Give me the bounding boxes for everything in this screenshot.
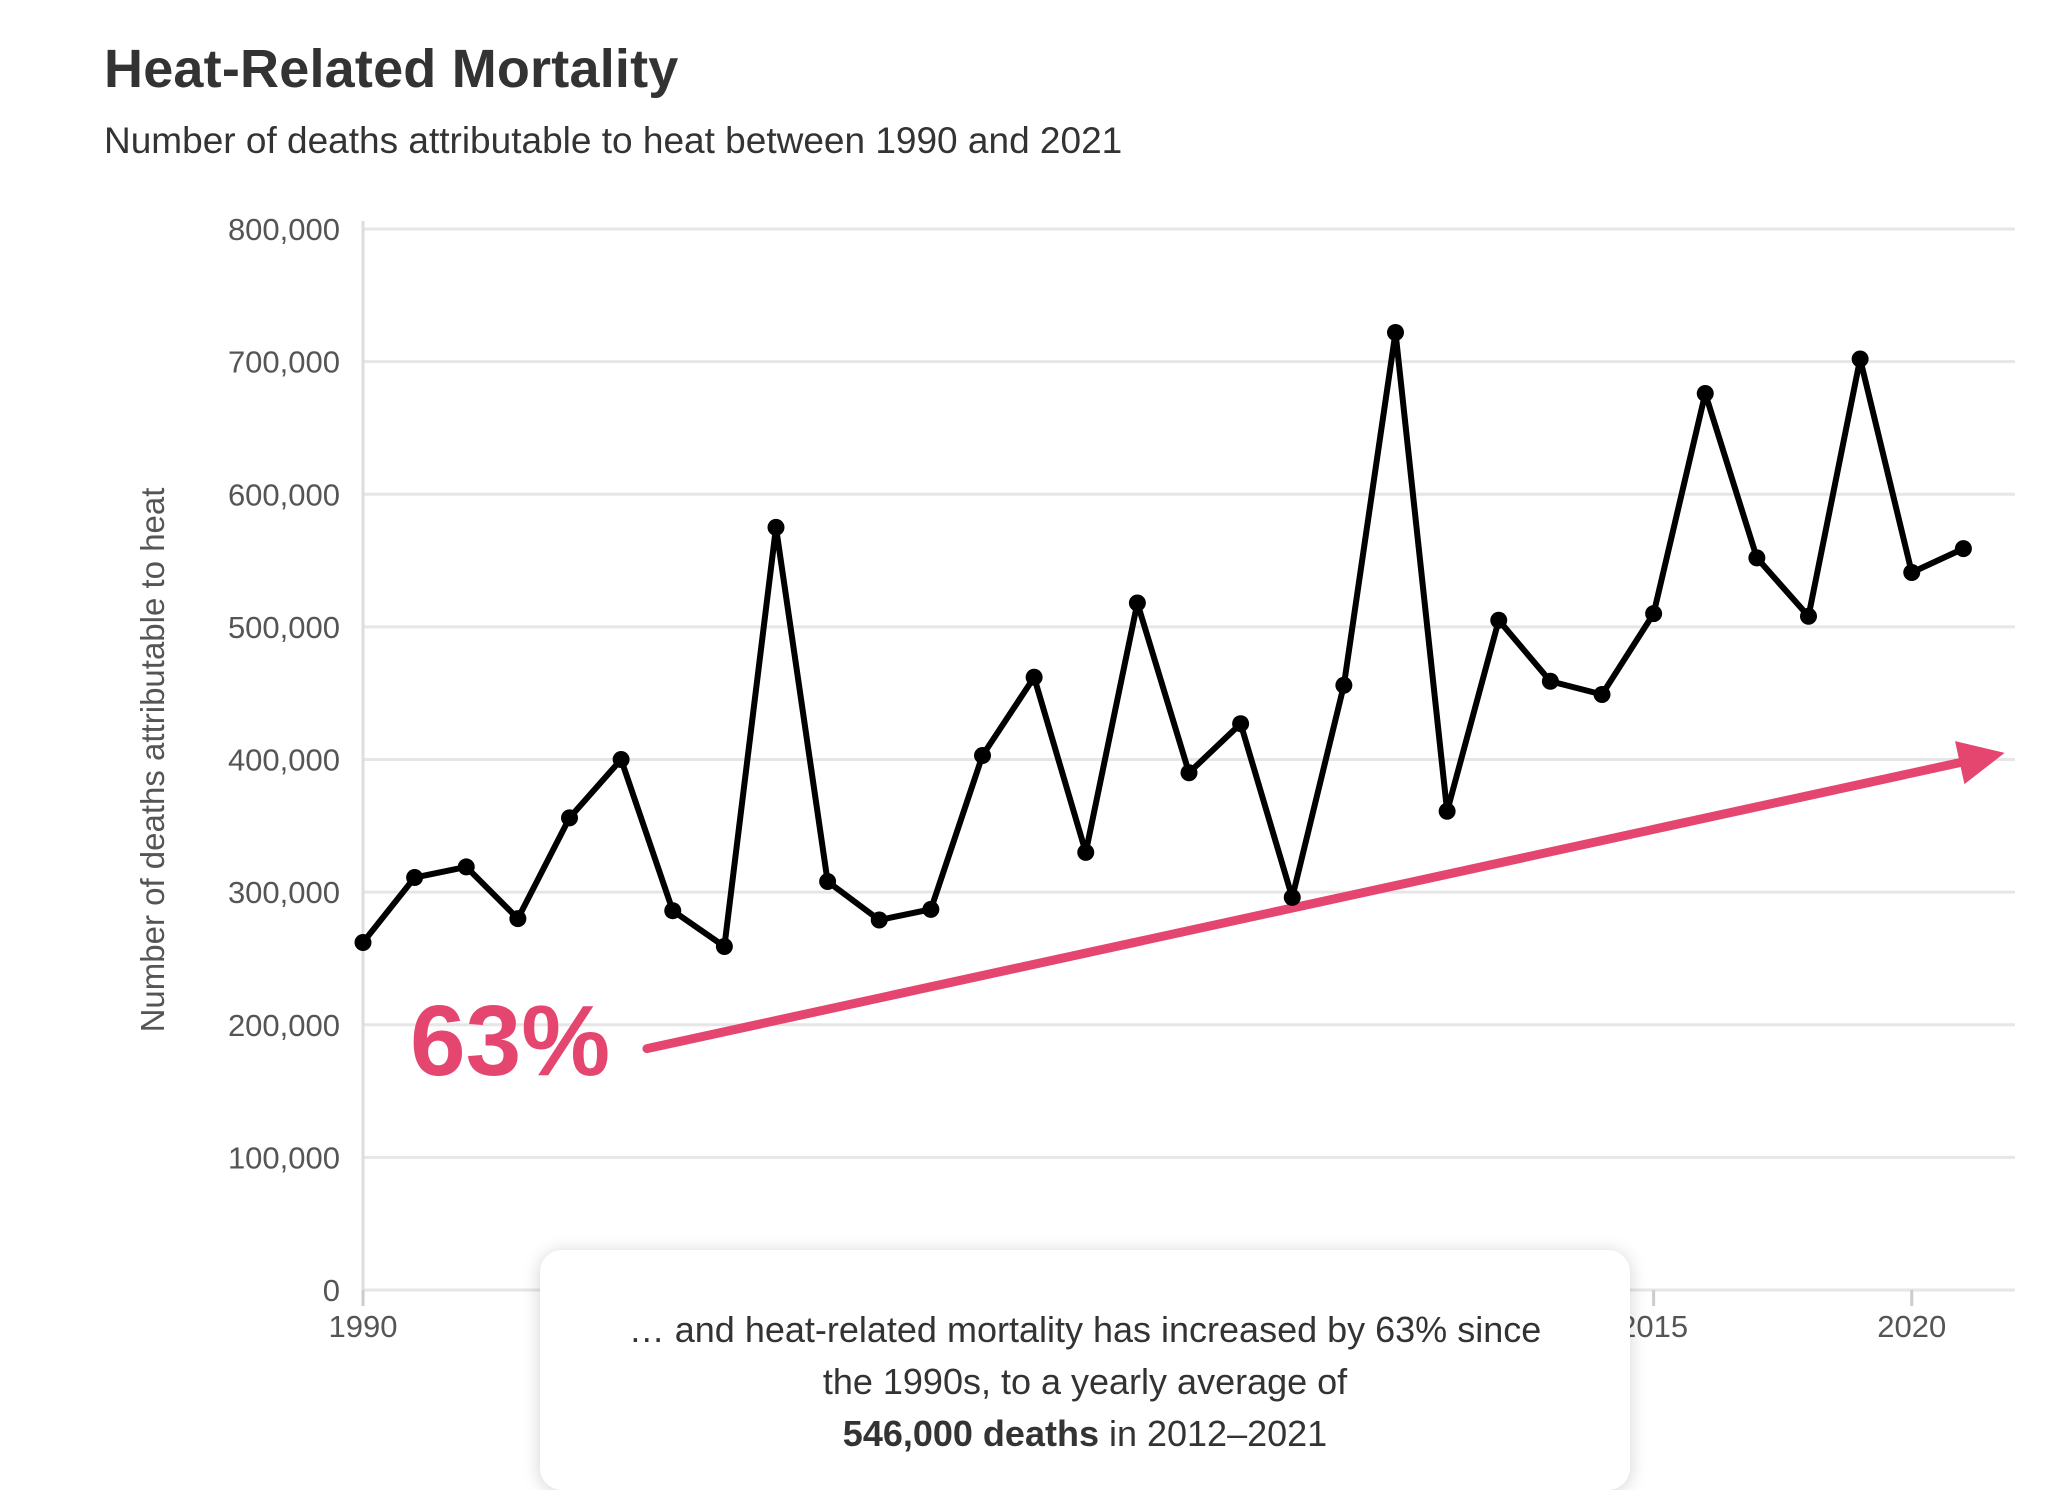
trend-arrow-shaft xyxy=(642,758,1965,1054)
data-point[interactable] xyxy=(1800,607,1817,625)
y-tick-label: 700,000 xyxy=(228,345,340,380)
tooltip-line-3: 546,000 deaths in 2012–2021 xyxy=(540,1408,1630,1460)
y-tick-label: 0 xyxy=(323,1273,340,1308)
tooltip-highlight: 546,000 deaths xyxy=(842,1413,1099,1454)
data-point[interactable] xyxy=(870,911,888,929)
line-chart: 0 100,000 200,000 300,000 400,000 500,000 600,… xyxy=(134,212,2015,1344)
data-point[interactable] xyxy=(1232,715,1250,733)
data-point[interactable] xyxy=(612,751,630,768)
data-point[interactable] xyxy=(509,910,527,928)
data-point[interactable] xyxy=(1748,549,1766,567)
data-point[interactable] xyxy=(1903,563,1921,581)
y-tick-label: 300,000 xyxy=(228,875,340,910)
data-point[interactable] xyxy=(1283,888,1301,906)
data-point[interactable] xyxy=(354,934,372,952)
trend-arrow xyxy=(642,741,2005,1054)
data-point[interactable] xyxy=(1077,843,1095,861)
tooltip-line-2: the 1990s, to a yearly average of xyxy=(822,1361,1348,1402)
data-point[interactable] xyxy=(1490,611,1508,629)
y-axis-ticks: 0 100,000 200,000 300,000 400,000 500,000 600,… xyxy=(228,212,340,1308)
trend-arrow-head xyxy=(1955,741,2005,785)
data-point[interactable] xyxy=(561,809,578,827)
data-point[interactable] xyxy=(922,900,940,918)
x-tick-label: 2020 xyxy=(1877,1309,1946,1344)
data-point[interactable] xyxy=(1851,350,1869,368)
chart-subtitle: Number of deaths attributable to heat be… xyxy=(104,120,1123,161)
data-point[interactable] xyxy=(1954,540,1972,558)
data-point[interactable] xyxy=(664,902,682,920)
series-path xyxy=(360,329,1965,950)
y-tick-label: 400,000 xyxy=(228,743,340,778)
data-point[interactable] xyxy=(1128,594,1146,612)
y-tick-label: 100,000 xyxy=(228,1140,340,1175)
y-tick-label: 500,000 xyxy=(228,610,340,645)
data-point[interactable] xyxy=(406,869,424,887)
data-point[interactable] xyxy=(1696,384,1714,402)
data-point[interactable] xyxy=(715,938,733,956)
chart-title: Heat-Related Mortality xyxy=(104,39,679,99)
y-tick-label: 200,000 xyxy=(228,1008,340,1043)
data-point[interactable] xyxy=(1025,668,1043,686)
data-point[interactable] xyxy=(457,858,475,876)
data-point[interactable] xyxy=(767,518,785,536)
data-point[interactable] xyxy=(974,747,991,765)
data-point[interactable] xyxy=(1387,323,1404,341)
series-line xyxy=(354,323,1972,956)
percent-annotation: 63% xyxy=(410,985,610,1097)
data-point[interactable] xyxy=(1541,672,1559,690)
y-axis-label: Number of deaths attributable to heat xyxy=(134,488,171,1033)
data-point[interactable] xyxy=(819,873,837,891)
x-tick-label: 1990 xyxy=(329,1309,398,1344)
summary-tooltip: … and heat-related mortality has increas… xyxy=(540,1250,1630,1490)
data-point[interactable] xyxy=(1593,686,1611,704)
data-point[interactable] xyxy=(1335,676,1353,694)
data-point[interactable] xyxy=(1438,802,1456,820)
tooltip-line-1: … and heat-related mortality has increas… xyxy=(628,1309,1542,1350)
tooltip-tail: in 2012–2021 xyxy=(1098,1413,1328,1454)
data-point[interactable] xyxy=(1180,764,1198,782)
data-point[interactable] xyxy=(1645,605,1663,623)
x-tick-label: 2015 xyxy=(1619,1309,1688,1344)
y-tick-label: 800,000 xyxy=(228,212,340,247)
y-tick-label: 600,000 xyxy=(228,477,340,512)
